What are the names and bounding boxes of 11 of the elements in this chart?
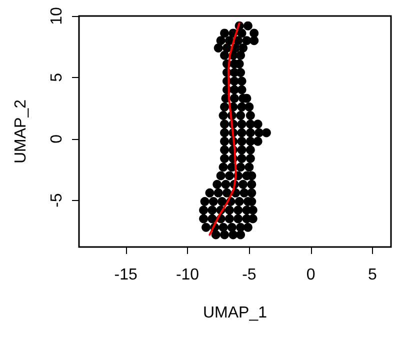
y-tick-label: 5 (48, 72, 66, 82)
y-tick-label: -5 (48, 193, 66, 208)
x-tick-label: -10 (176, 266, 200, 284)
x-axis-title: UMAP_1 (202, 304, 268, 322)
y-tick-label: 0 (48, 134, 66, 144)
x-tick-label: -15 (114, 266, 138, 284)
x-tick-label: 5 (368, 266, 378, 284)
y-axis-title: UMAP_2 (12, 99, 30, 164)
y-tick-label: 10 (48, 7, 66, 25)
x-tick-label: 0 (306, 266, 316, 284)
x-tick-label: -5 (242, 266, 256, 284)
